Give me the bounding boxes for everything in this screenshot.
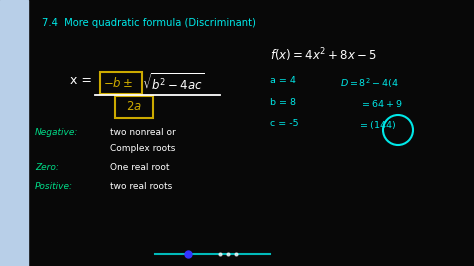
Bar	[115, 96, 153, 118]
Text: $=(144)$: $=(144)$	[358, 119, 396, 131]
Text: c = -5: c = -5	[270, 119, 299, 128]
Text: a = 4: a = 4	[270, 76, 296, 85]
Text: $-b\pm$: $-b\pm$	[103, 76, 133, 90]
Text: $\sqrt{b^2-4ac}$: $\sqrt{b^2-4ac}$	[142, 72, 205, 94]
Text: x =: x =	[70, 74, 92, 88]
Text: $= 64+9$: $= 64+9$	[360, 98, 403, 109]
Text: Negative:: Negative:	[35, 128, 78, 137]
Bar	[0, 0, 28, 266]
Text: Zero:: Zero:	[35, 163, 59, 172]
Text: One real root: One real root	[110, 163, 170, 172]
Text: Positive:: Positive:	[35, 182, 73, 191]
Text: 7.4  More quadratic formula (Discriminant): 7.4 More quadratic formula (Discriminant…	[42, 18, 256, 28]
Text: $D = 8^2-4($4: $D = 8^2-4($4	[340, 76, 399, 90]
Text: b = 8: b = 8	[270, 98, 296, 107]
Text: two real roots: two real roots	[110, 182, 172, 191]
Text: $2a$: $2a$	[126, 101, 142, 114]
Text: two nonreal or: two nonreal or	[110, 128, 176, 137]
Text: $f(x) = 4x^2+8x-5$: $f(x) = 4x^2+8x-5$	[270, 46, 377, 64]
Text: Complex roots: Complex roots	[110, 144, 175, 153]
Bar	[100, 72, 142, 94]
